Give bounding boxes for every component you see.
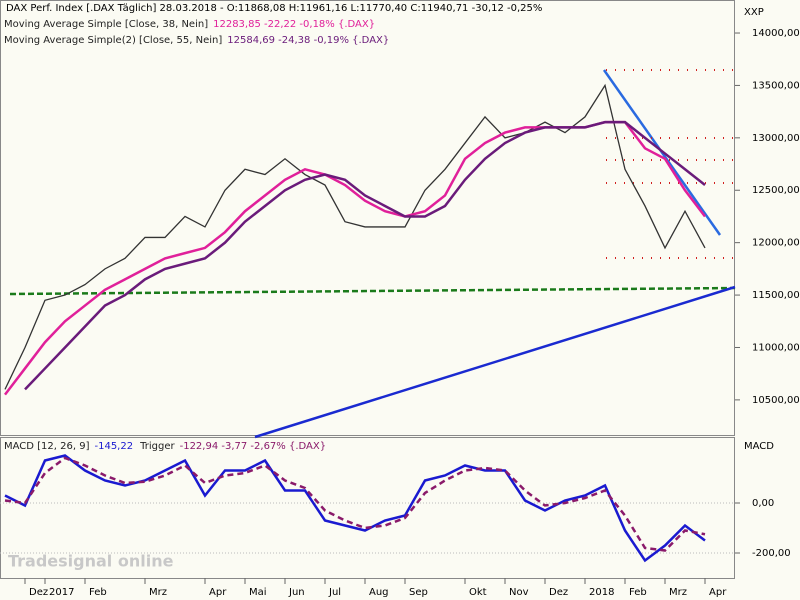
- x-tick-label: 2017: [49, 587, 74, 598]
- y-tick-label: 13000,00: [752, 133, 800, 144]
- legend-label: Trigger: [139, 441, 175, 452]
- y-tick-label: 13500,00: [752, 80, 800, 91]
- y-tick-label: 10500,00: [752, 395, 800, 406]
- y-tick-label: 12500,00: [752, 185, 800, 196]
- legend-label: MACD [12, 26, 9]: [4, 441, 90, 452]
- y-tick-label: -200,00: [752, 548, 791, 559]
- price-axis-label: XXP: [744, 7, 764, 18]
- x-tick-label: Mrz: [669, 587, 687, 598]
- y-tick-label: 11500,00: [752, 290, 800, 301]
- x-tick-label: Feb: [629, 587, 647, 598]
- series-line: [4, 456, 706, 552]
- legend-value: -122,94 -3,77 -2,67% {.DAX}: [180, 441, 327, 452]
- x-tick-label: Dez: [549, 587, 568, 598]
- macd-axis-label: MACD: [744, 441, 774, 452]
- legend-label: Moving Average Simple [Close, 38, Nein]: [4, 19, 208, 30]
- y-tick-label: 12000,00: [752, 238, 800, 249]
- legend-value: 12283,85 -22,22 -0,18% {.DAX}: [213, 19, 375, 30]
- trend-line: [254, 285, 736, 439]
- y-tick-label: 0,00: [752, 498, 774, 509]
- series-line: [4, 83, 706, 390]
- x-tick-label: Feb: [89, 587, 107, 598]
- x-tick-label: 2018: [589, 587, 614, 598]
- x-tick-label: Nov: [509, 587, 529, 598]
- chart-header: DAX Perf. Index [.DAX Täglich] 28.03.201…: [6, 3, 542, 14]
- price-panel: [0, 0, 735, 436]
- series-line: [4, 454, 706, 563]
- y-tick-label: 14000,00: [752, 28, 800, 39]
- x-tick-label: Apr: [209, 587, 227, 598]
- x-tick-label: Okt: [469, 587, 487, 598]
- series-line: [24, 120, 706, 391]
- x-tick-label: Sep: [409, 587, 428, 598]
- x-tick-label: Jul: [328, 587, 341, 598]
- legend-value: 12584,69 -24,38 -0,19% {.DAX}: [227, 35, 389, 46]
- support-line: [9, 286, 736, 296]
- x-tick-label: Dez: [29, 587, 48, 598]
- x-tick-label: Mai: [249, 587, 267, 598]
- legend-label: Moving Average Simple(2) [Close, 55, Nei…: [4, 35, 222, 46]
- x-tick-label: Apr: [709, 587, 727, 598]
- x-tick-label: Mrz: [149, 587, 167, 598]
- legend-value: -145,22: [94, 441, 133, 452]
- watermark: Tradesignal online: [8, 552, 174, 571]
- y-tick-label: 11000,00: [752, 342, 800, 353]
- x-tick-label: Jun: [288, 587, 305, 598]
- x-tick-label: Aug: [369, 587, 389, 598]
